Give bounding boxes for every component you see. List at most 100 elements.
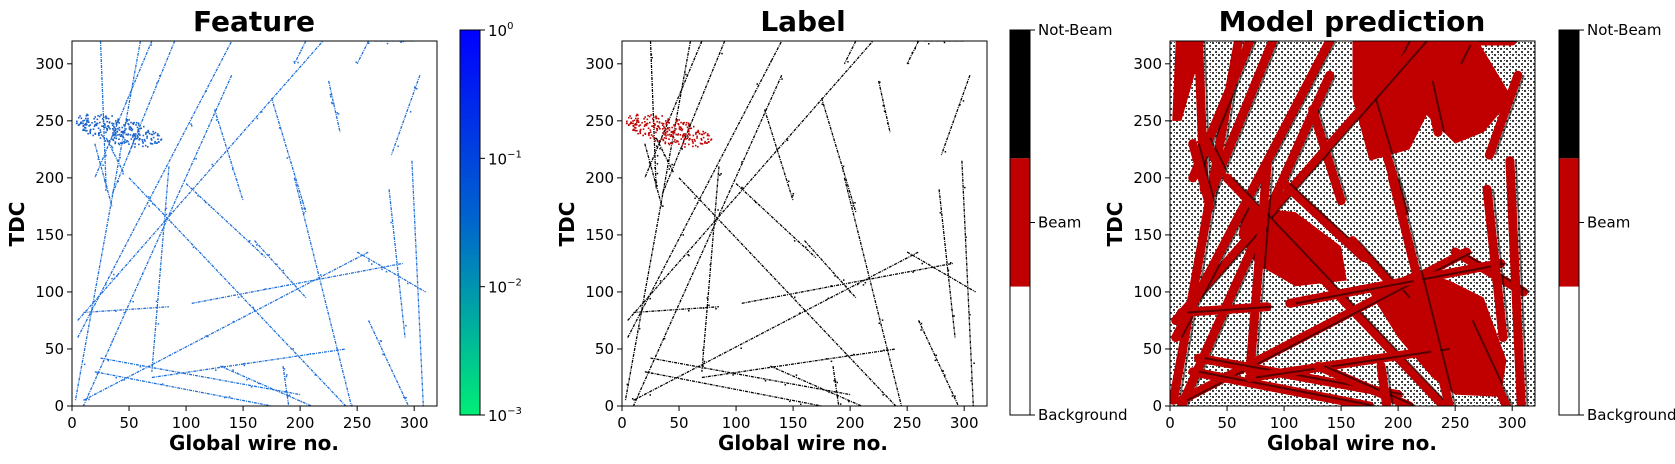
beam-hit — [86, 121, 88, 123]
track-hit — [220, 365, 312, 406]
hit-pixel — [88, 398, 90, 401]
hit-pixel — [842, 165, 845, 168]
beam-hit — [145, 131, 147, 134]
beam-hit — [626, 120, 628, 123]
predicted-notbeam-edge — [1494, 74, 1525, 156]
beam-hit — [87, 121, 90, 123]
beam-hit — [137, 124, 140, 126]
hit-pixel — [248, 240, 251, 242]
hit-pixel — [405, 324, 407, 327]
hit-pixel — [102, 164, 104, 166]
beam-hit — [136, 134, 139, 137]
beam-hit — [688, 143, 690, 146]
beam-hit — [102, 135, 104, 138]
beam-hit — [121, 142, 124, 145]
beam-hit — [636, 121, 638, 123]
hit-pixel — [243, 364, 246, 367]
hit-pixel — [852, 205, 854, 207]
track-hit — [356, 251, 426, 293]
beam-hit — [117, 134, 119, 136]
beam-hit — [135, 124, 137, 126]
x-tick-label: 50 — [669, 414, 688, 432]
hit-pixel — [756, 83, 758, 85]
predicted-beam-band — [1450, 41, 1472, 69]
track-hit — [804, 240, 857, 299]
track-hit — [644, 41, 703, 179]
beam-hit — [658, 121, 661, 124]
track-hit — [293, 41, 307, 65]
beam-hit — [668, 133, 671, 136]
beam-hit — [94, 124, 96, 126]
hit-pixel — [139, 365, 142, 368]
beam-hit — [708, 141, 710, 143]
hit-pixel — [921, 262, 924, 265]
hit-pixel — [688, 254, 690, 257]
beam-hit — [92, 128, 95, 131]
beam-hit — [142, 134, 145, 137]
track-hit — [906, 251, 976, 293]
beam-hit — [673, 140, 675, 143]
beam-hit — [122, 136, 125, 139]
predicted-beam-band — [1505, 156, 1526, 406]
beam-hit — [96, 122, 99, 125]
hit-pixel — [156, 82, 158, 85]
beam-hit — [662, 122, 665, 125]
beam-hit — [642, 128, 645, 131]
hit-pixel — [649, 297, 651, 300]
x-tick-label: 100 — [722, 414, 751, 432]
predicted-notbeam-edge — [1254, 166, 1274, 372]
beam-hit — [701, 143, 704, 145]
beam-hit — [651, 118, 654, 120]
beam-hit — [149, 142, 152, 145]
beam-hit — [641, 121, 643, 124]
beam-hit — [99, 129, 102, 131]
colorbar-segment — [1559, 30, 1579, 159]
beam-hit — [637, 114, 639, 117]
beam-hit — [156, 142, 158, 144]
beam-hit — [701, 133, 704, 136]
beam-hit — [97, 133, 100, 135]
beam-hit — [682, 123, 685, 126]
hit-pixel — [951, 308, 953, 311]
hit-pixel — [668, 168, 670, 170]
y-axis-label: TDC — [555, 202, 579, 247]
beam-hit — [652, 125, 655, 128]
hit-pixel — [148, 205, 150, 207]
beam-hit — [656, 125, 659, 128]
hit-pixel — [789, 400, 791, 403]
hit-pixel — [954, 395, 956, 397]
track-hit — [411, 160, 424, 406]
hit-pixel — [654, 137, 657, 140]
beam-hit — [667, 134, 669, 136]
beam-hit — [635, 123, 638, 126]
predicted-notbeam-edge — [1187, 305, 1274, 314]
beam-hit — [89, 131, 91, 133]
colorbar-segment — [1559, 286, 1579, 415]
beam-hit — [702, 130, 704, 133]
hit-pixel — [649, 165, 651, 167]
hit-pixel — [667, 160, 669, 162]
hit-pixel — [148, 196, 150, 198]
hit-pixel — [651, 56, 653, 59]
y-tick-label: 250 — [35, 112, 64, 130]
beam-hit — [142, 145, 144, 148]
colorbar-segment — [1010, 286, 1030, 415]
beam-hit — [707, 133, 709, 135]
beam-hit — [668, 143, 671, 146]
beam-hit — [98, 134, 100, 137]
hit-pixel — [105, 154, 107, 157]
predicted-notbeam-edge — [1397, 177, 1457, 406]
hit-pixel — [104, 180, 106, 183]
hit-pixel — [821, 103, 824, 106]
predicted-notbeam-edge — [1180, 41, 1428, 322]
hit-pixel — [784, 384, 787, 386]
category-colorbar: Not-Beam Beam Background — [1558, 21, 1675, 424]
hit-pixel — [330, 101, 333, 104]
y-tick-label: 250 — [1133, 112, 1162, 130]
beam-hit — [93, 117, 95, 120]
beam-hit — [117, 127, 119, 130]
hit-pixel — [416, 88, 418, 90]
hit-pixel — [223, 396, 226, 399]
beam-hit — [682, 133, 685, 135]
beam-hit — [133, 121, 135, 124]
